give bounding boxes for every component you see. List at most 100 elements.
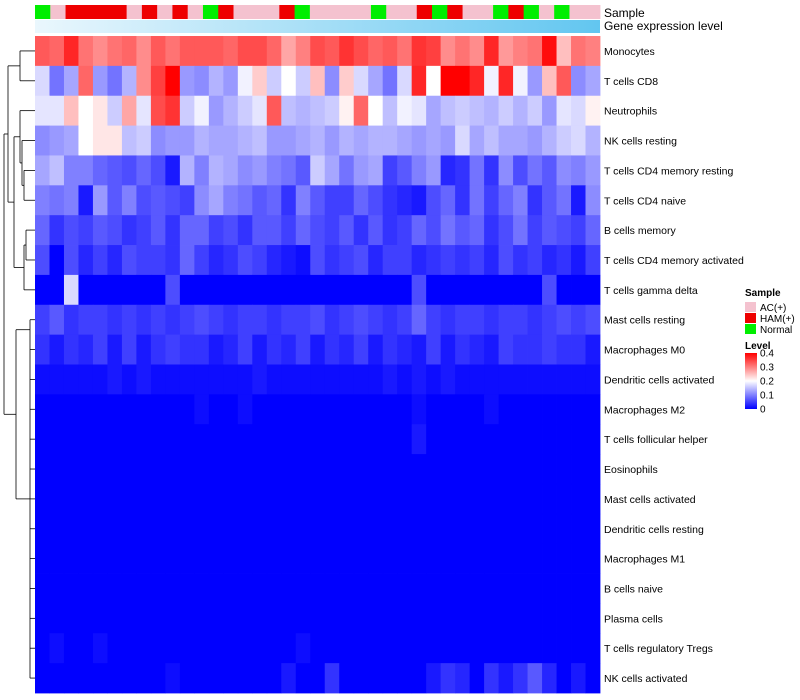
sample-legend-label: HAM(+) — [760, 314, 795, 325]
heatmap-cell — [585, 603, 601, 634]
heatmap-cell — [49, 454, 65, 485]
heatmap-cell — [281, 304, 297, 336]
heatmap-cell — [281, 36, 297, 67]
heatmap-cell — [165, 633, 181, 664]
heatmap-cell — [484, 95, 499, 126]
heatmap-cell — [136, 274, 152, 306]
sample-annotation-cell — [96, 5, 112, 19]
heatmap-cell — [353, 215, 369, 246]
heatmap-cell — [136, 155, 152, 186]
heatmap-cell — [165, 543, 181, 574]
heatmap-cell — [469, 274, 485, 306]
heatmap-cell — [92, 245, 108, 276]
heatmap-cell — [571, 424, 586, 455]
heatmap-cell — [440, 334, 456, 365]
heatmap-cell — [252, 424, 268, 455]
heatmap-cell — [411, 125, 427, 156]
heatmap-cell — [542, 274, 557, 306]
sample-legend-label: AC(+) — [760, 303, 786, 314]
heatmap-cell — [455, 185, 471, 216]
heatmap-cell — [382, 454, 398, 485]
heatmap-cell — [107, 155, 123, 186]
heatmap-cell — [411, 274, 427, 306]
heatmap-cell — [165, 185, 181, 216]
heatmap-cell — [339, 155, 355, 186]
heatmap-cell — [498, 36, 514, 67]
heatmap-cell — [426, 663, 442, 694]
heatmap-cell — [339, 663, 355, 694]
heatmap-cell — [542, 633, 557, 664]
heatmap-cell — [121, 65, 137, 97]
heatmap-cell — [223, 155, 239, 186]
heatmap-cell — [484, 215, 499, 246]
heatmap-cell — [252, 125, 268, 156]
heatmap-cell — [440, 245, 456, 276]
heatmap-cell — [150, 274, 166, 306]
heatmap-cell — [397, 633, 413, 664]
heatmap-cell — [455, 334, 471, 365]
heatmap-cell — [208, 364, 224, 395]
heatmap-cell — [92, 155, 108, 186]
heatmap-cell — [310, 573, 326, 604]
heatmap-cell — [49, 36, 65, 67]
heatmap-cell — [266, 394, 282, 425]
heatmap-cell — [49, 364, 65, 395]
heatmap-cell — [179, 364, 195, 395]
heatmap-cell — [368, 155, 384, 186]
heatmap-cell — [92, 633, 108, 664]
heatmap-cell — [339, 424, 355, 455]
heatmap-cell — [353, 483, 369, 515]
sample-legend-label: Normal — [760, 325, 792, 336]
heatmap-cell — [585, 633, 601, 664]
heatmap-cell — [556, 543, 572, 574]
heatmap-cell — [136, 394, 152, 425]
heatmap-cell — [585, 483, 601, 515]
row-label: Dendritic cells activated — [604, 374, 714, 386]
heatmap-cell — [281, 245, 297, 276]
heatmap-cell — [310, 543, 326, 574]
sample-annotation-cell — [447, 5, 463, 19]
heatmap-cell — [165, 245, 181, 276]
heatmap-cell — [121, 95, 137, 126]
heatmap-cell — [382, 304, 398, 336]
heatmap-cell — [469, 364, 485, 395]
row-label: Mast cells activated — [604, 494, 696, 506]
heatmap-cell — [411, 424, 427, 455]
heatmap-cell — [513, 663, 528, 694]
heatmap-cell — [194, 603, 210, 634]
heatmap-cell — [397, 36, 413, 67]
heatmap-cell — [440, 65, 456, 97]
heatmap-cell — [107, 245, 123, 276]
heatmap-cell — [556, 65, 572, 97]
sample-annotation-cell — [172, 5, 189, 19]
heatmap-cell — [92, 394, 108, 425]
heatmap-cell — [194, 543, 210, 574]
heatmap-cell — [49, 483, 65, 515]
heatmap-cell — [208, 663, 224, 694]
heatmap-cell — [295, 245, 311, 276]
heatmap-cell — [310, 95, 326, 126]
heatmap-cell — [63, 215, 79, 246]
heatmap-cell — [556, 663, 572, 694]
heatmap-cell — [542, 215, 557, 246]
heatmap-cell — [165, 334, 181, 365]
heatmap-cell — [78, 185, 94, 216]
heatmap-cell — [266, 334, 282, 365]
heatmap-cell — [455, 245, 471, 276]
heatmap-cell — [339, 65, 355, 97]
heatmap-cell — [585, 185, 601, 216]
heatmap-cell — [179, 663, 195, 694]
heatmap-cell — [92, 185, 108, 216]
heatmap-cell — [92, 543, 108, 574]
heatmap-cell — [339, 603, 355, 634]
heatmap-cell — [469, 65, 485, 97]
heatmap-cell — [310, 274, 326, 306]
heatmap-cell — [542, 483, 557, 515]
heatmap-cell — [35, 245, 50, 276]
heatmap-cell — [179, 185, 195, 216]
level-legend-tick: 0.3 — [760, 363, 774, 374]
heatmap-cell — [179, 543, 195, 574]
heatmap-cell — [63, 424, 79, 455]
heatmap-cell — [455, 513, 471, 545]
heatmap-cell — [165, 364, 181, 395]
